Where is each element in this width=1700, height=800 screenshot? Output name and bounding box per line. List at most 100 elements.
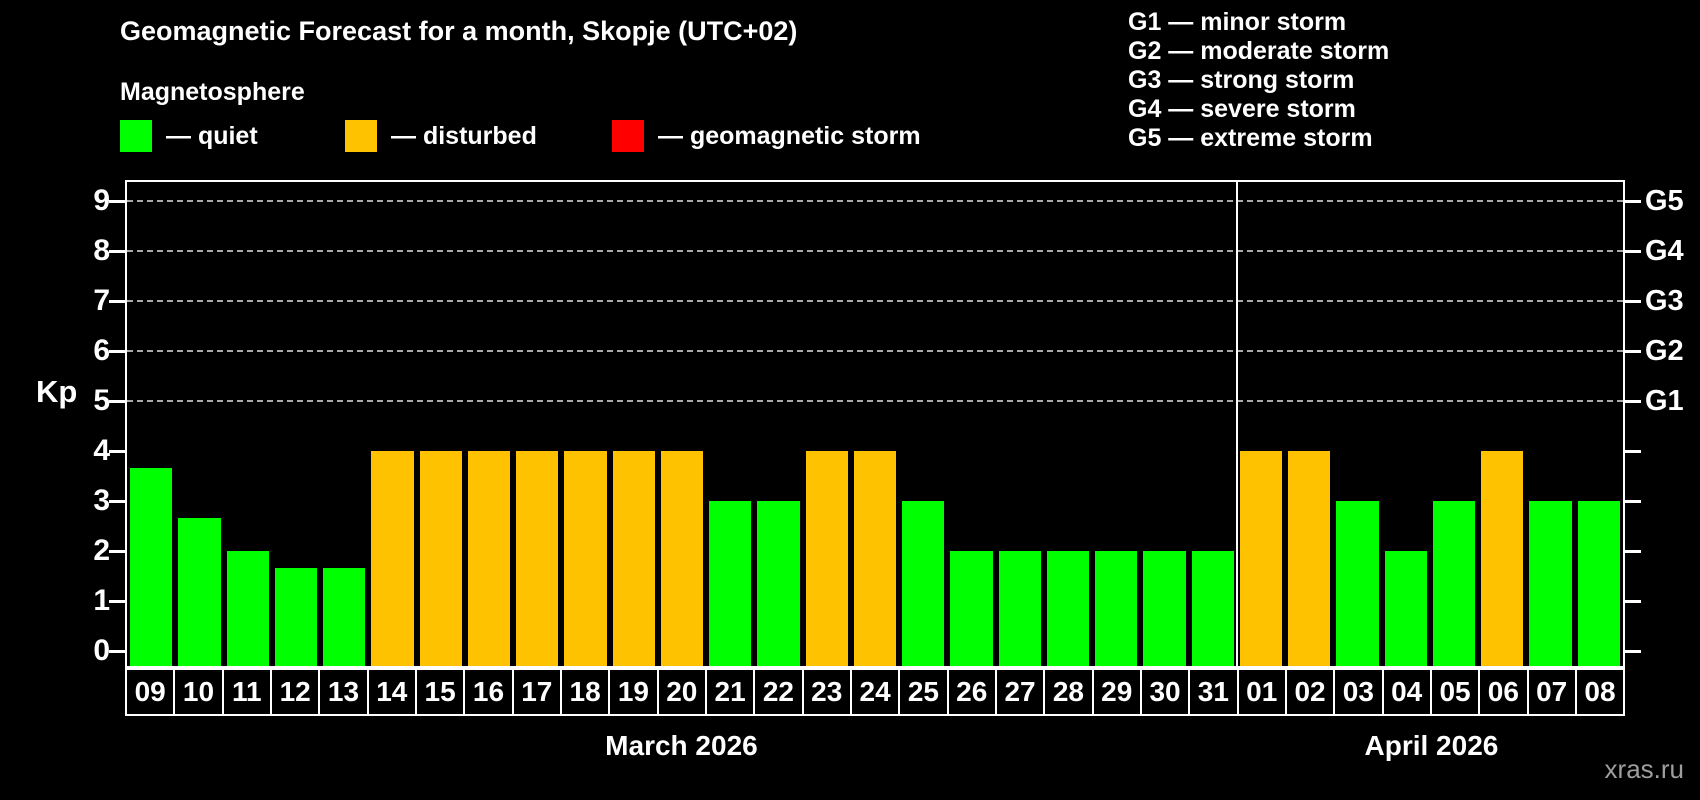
- kp-bar-day-03: [1336, 501, 1379, 666]
- day-label-29: 29: [1091, 668, 1142, 716]
- y-axis-tick-right: [1625, 350, 1641, 353]
- day-label-08: 08: [1574, 668, 1626, 716]
- day-label-20: 20: [656, 668, 707, 716]
- y-tick-label: 2: [93, 534, 110, 567]
- legend-label-disturbed: — disturbed: [391, 121, 537, 150]
- magnetosphere-label: Magnetosphere: [120, 78, 305, 106]
- kp-bar-day-25: [902, 501, 945, 666]
- kp-bar-day-22: [757, 501, 800, 666]
- y-axis-tick-right: [1625, 650, 1641, 653]
- y-tick-label: 5: [93, 384, 110, 417]
- y-axis-tick-right: [1625, 500, 1641, 503]
- kp-bar-day-21: [709, 501, 752, 666]
- day-label-13: 13: [318, 668, 369, 716]
- legend-label-geomagnetic-storm: — geomagnetic storm: [658, 121, 921, 150]
- kp-bar-day-01: [1239, 451, 1283, 666]
- g-level-label-g4: G4: [1645, 235, 1684, 267]
- g-level-label-g2: G2: [1645, 335, 1684, 367]
- y-axis-tick-left: [109, 400, 125, 403]
- kp-bar-day-24: [853, 451, 897, 666]
- kp-bar-day-18: [564, 451, 607, 666]
- day-label-23: 23: [801, 668, 852, 716]
- day-label-07: 07: [1526, 668, 1577, 716]
- month-label-april: April 2026: [1364, 730, 1499, 761]
- kp-bar-day-09: [130, 467, 173, 666]
- kp-bar-day-23: [805, 451, 848, 666]
- y-axis-tick-right: [1625, 600, 1641, 603]
- g4-legend-line: G4 — severe storm: [1128, 95, 1356, 123]
- kp-bar-day-26: [950, 551, 993, 666]
- g2-legend-line: G2 — moderate storm: [1128, 37, 1390, 65]
- legend-item-geomagnetic-storm: — geomagnetic storm: [612, 119, 921, 153]
- day-label-28: 28: [1043, 668, 1094, 716]
- kp-bar-day-31: [1191, 551, 1234, 666]
- y-axis-title: Kp: [36, 374, 78, 409]
- y-axis-tick-right: [1625, 300, 1641, 303]
- kp-bar-day-04: [1384, 551, 1427, 666]
- y-axis-tick-right: [1625, 400, 1641, 403]
- plot-area-inner: [127, 182, 1623, 666]
- day-label-30: 30: [1139, 668, 1191, 716]
- y-tick-label: 9: [93, 184, 110, 217]
- day-label-18: 18: [559, 668, 611, 716]
- y-axis-tick-left: [109, 250, 125, 253]
- y-axis-tick-left: [109, 500, 125, 503]
- day-label-03: 03: [1333, 668, 1384, 716]
- day-label-24: 24: [849, 668, 901, 716]
- gridline-kp7: [127, 300, 1623, 302]
- y-axis-tick-left: [109, 350, 125, 353]
- geomagnetic-storm-color-swatch: [612, 120, 644, 152]
- kp-bar-day-12: [274, 567, 318, 666]
- y-axis-tick-right: [1625, 250, 1641, 253]
- day-label-04: 04: [1381, 668, 1432, 716]
- day-label-31: 31: [1188, 668, 1239, 716]
- day-label-25: 25: [898, 668, 949, 716]
- kp-bar-day-14: [371, 451, 414, 666]
- day-label-21: 21: [704, 668, 756, 716]
- kp-bar-day-10: [178, 517, 221, 666]
- kp-bar-day-13: [323, 567, 366, 666]
- g-level-label-g5: G5: [1645, 185, 1684, 217]
- day-label-22: 22: [753, 668, 804, 716]
- kp-bar-day-15: [419, 451, 462, 666]
- kp-bar-day-11: [226, 551, 269, 666]
- kp-bar-day-28: [1046, 551, 1090, 666]
- plot-area: [125, 180, 1625, 668]
- legend-item-quiet: — quiet: [120, 119, 258, 153]
- kp-bar-day-19: [612, 451, 655, 666]
- kp-bar-day-30: [1143, 551, 1186, 666]
- g5-legend-line: G5 — extreme storm: [1128, 124, 1373, 152]
- day-label-17: 17: [511, 668, 562, 716]
- y-axis-tick-right: [1625, 200, 1641, 203]
- y-tick-label: 8: [93, 234, 110, 267]
- g-scale-legend: G1 — minor storm G2 — moderate storm G3 …: [1128, 8, 1389, 153]
- month-label-march: March 2026: [605, 730, 758, 761]
- gridline-kp5: [127, 400, 1623, 402]
- day-label-09: 09: [125, 668, 176, 716]
- y-axis-tick-left: [109, 650, 125, 653]
- gridline-kp9: [127, 200, 1623, 202]
- day-label-15: 15: [414, 668, 466, 716]
- day-label-26: 26: [946, 668, 997, 716]
- y-tick-label: 7: [93, 284, 110, 317]
- kp-bar-day-07: [1529, 501, 1572, 666]
- day-label-19: 19: [608, 668, 659, 716]
- xras-watermark: xras.ru: [1604, 754, 1684, 784]
- y-tick-label: 6: [93, 334, 110, 367]
- kp-bar-day-08: [1577, 501, 1620, 666]
- g1-legend-line: G1 — minor storm: [1128, 8, 1347, 36]
- gridline-kp6: [127, 350, 1623, 352]
- kp-bar-day-29: [1095, 551, 1138, 666]
- day-label-02: 02: [1284, 668, 1336, 716]
- y-tick-label: 4: [93, 434, 110, 467]
- gridline-kp8: [127, 250, 1623, 252]
- day-label-10: 10: [173, 668, 224, 716]
- y-axis-tick-left: [109, 300, 125, 303]
- day-label-06: 06: [1478, 668, 1529, 716]
- kp-bar-day-20: [660, 451, 704, 666]
- y-axis-tick-left: [109, 450, 125, 453]
- quiet-color-swatch: [120, 120, 152, 152]
- kp-bar-day-27: [998, 551, 1041, 666]
- kp-bar-day-17: [516, 451, 559, 666]
